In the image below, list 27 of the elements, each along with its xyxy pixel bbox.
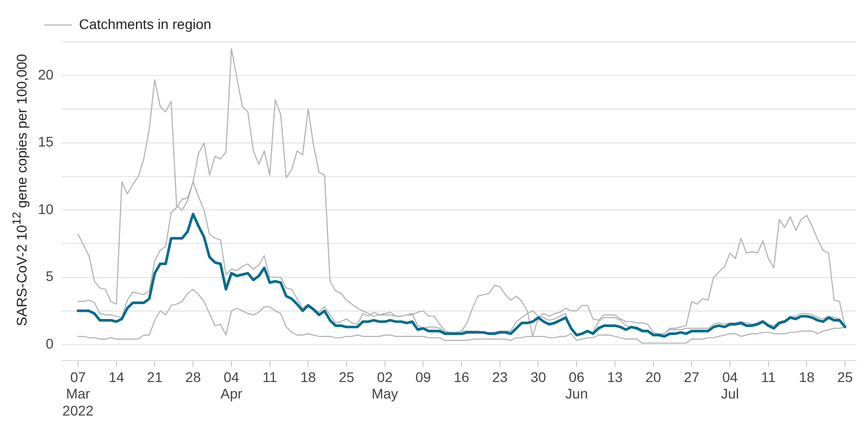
x-tick-label: 13 — [607, 368, 623, 385]
x-tick-label: 21 — [146, 368, 163, 385]
y-tick-label: 10 — [38, 200, 54, 217]
x-tick-label: 28 — [185, 368, 202, 385]
x-tick-label: 14 — [108, 368, 124, 385]
x-tick-label: 18 — [798, 368, 815, 385]
x-tick-label: 20 — [645, 368, 662, 385]
y-tick-label: 5 — [46, 268, 54, 284]
x-tick-label: 30 — [530, 368, 546, 385]
legend-label: Catchments in region — [79, 16, 212, 32]
x-tick-label: 25 — [338, 368, 354, 385]
x-tick-label: 04 Apr — [220, 368, 243, 402]
x-tick-label: 09 — [415, 368, 432, 385]
x-tick-label: 27 — [684, 368, 700, 385]
x-tick-label: 02 May — [372, 368, 398, 402]
x-tick-label: 11 — [761, 368, 776, 385]
x-tick-label: 11 — [262, 368, 278, 385]
y-tick-label: 0 — [46, 335, 54, 352]
y-tick-label: 15 — [38, 134, 54, 150]
x-tick-label: 06 Jun — [565, 368, 588, 402]
y-tick-label: 20 — [38, 66, 54, 82]
x-tick-label: 16 — [454, 368, 470, 385]
x-tick-label: 07 Mar 2022 — [62, 368, 94, 418]
x-tick-label: 18 — [300, 368, 316, 385]
x-tick-label: 23 — [492, 368, 508, 385]
x-tick-label: 25 — [837, 368, 854, 385]
x-tick-label: 04 Jul — [721, 368, 739, 402]
